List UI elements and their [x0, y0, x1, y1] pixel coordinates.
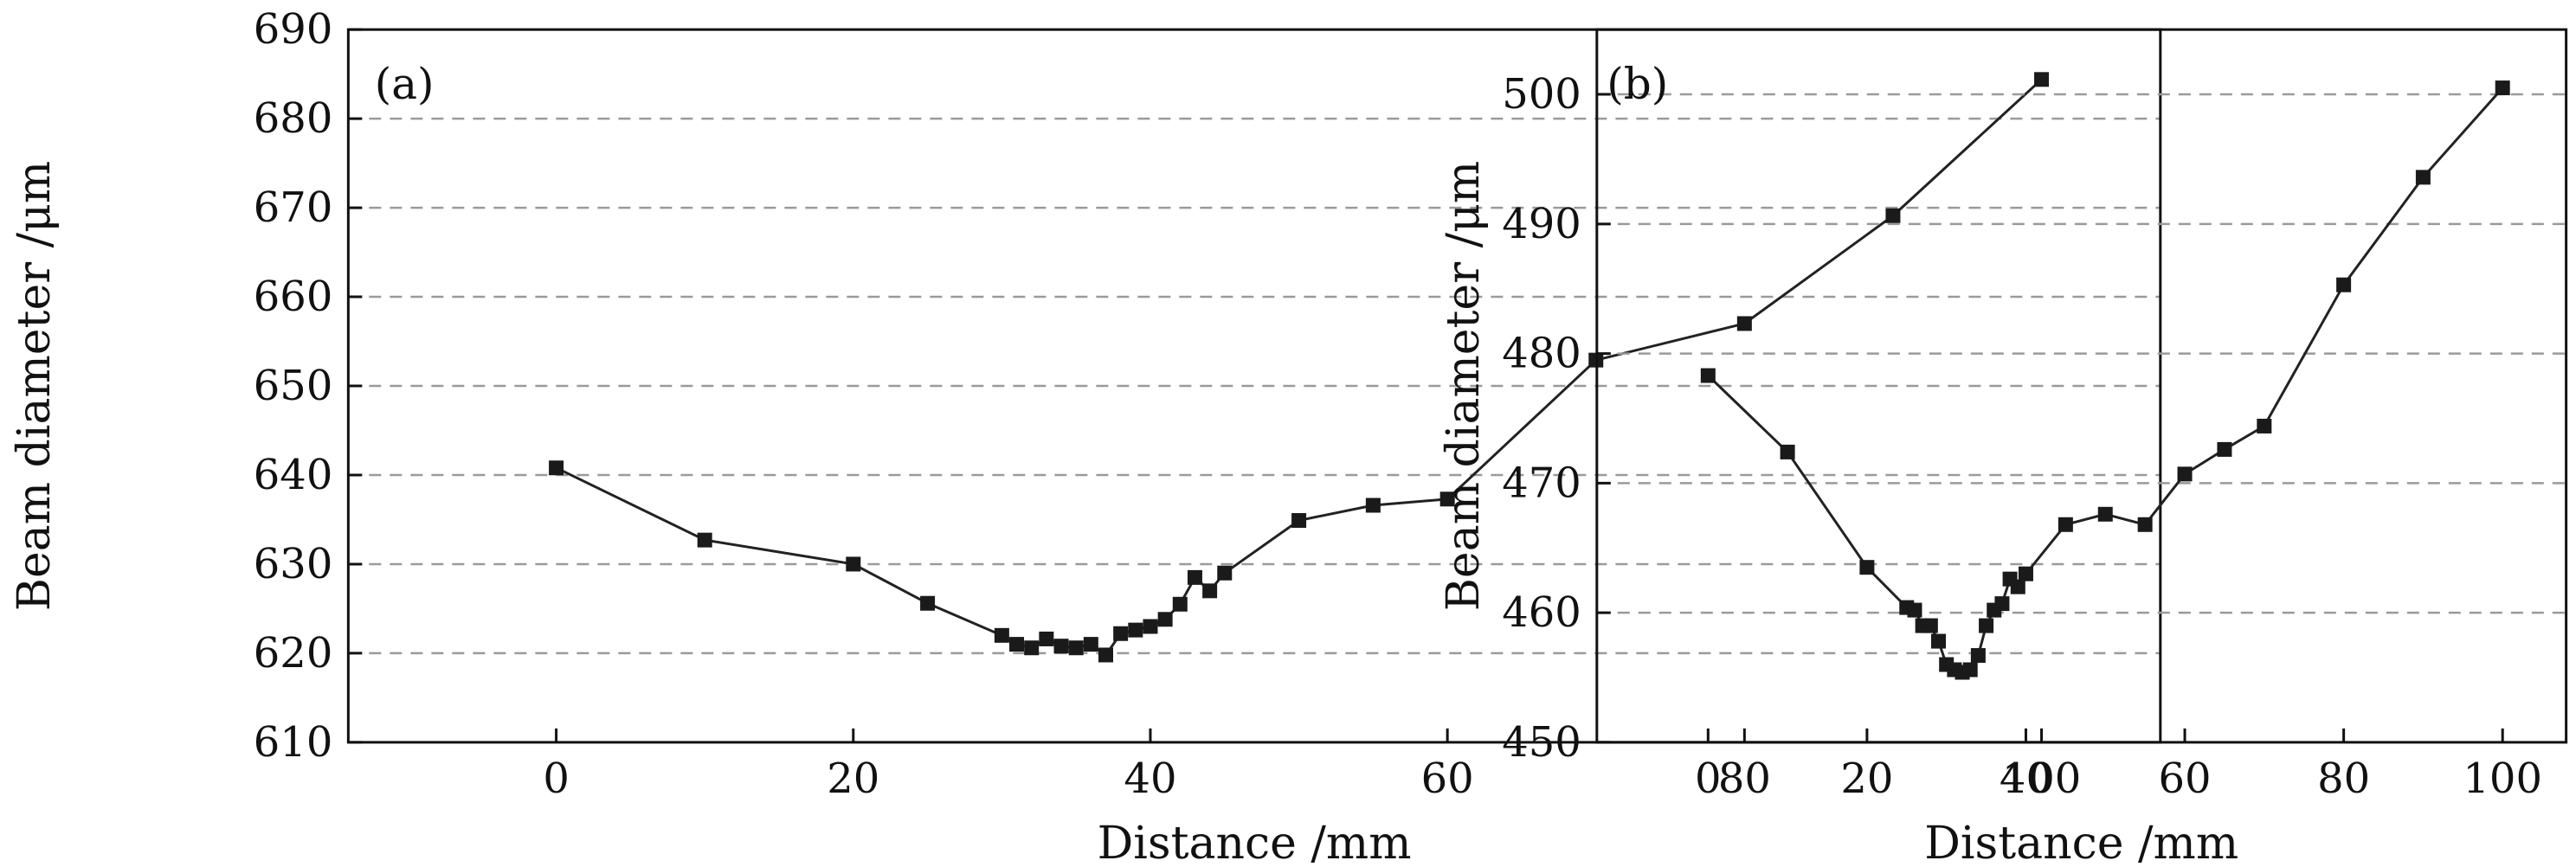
series-markers: [549, 72, 2050, 663]
y-axis-title: Beam diameter /μm: [1438, 161, 1490, 612]
x-tick-label: 80: [1718, 755, 1771, 803]
data-point: [920, 595, 936, 611]
data-point: [1083, 637, 1098, 652]
data-point: [2034, 72, 2050, 87]
data-point: [2217, 441, 2232, 457]
x-tick-label: 100: [2463, 755, 2542, 803]
x-tick-label: 40: [2000, 755, 2052, 803]
y-tick-label: 480: [1502, 330, 1581, 378]
panel-label: (b): [1607, 59, 1668, 109]
y-tick-label: 690: [254, 5, 333, 54]
data-point: [1962, 662, 1978, 678]
data-point: [2097, 506, 2113, 522]
data-point: [1157, 612, 1173, 627]
x-tick-label: 20: [827, 755, 879, 803]
data-point: [994, 627, 1009, 643]
data-point: [2137, 517, 2153, 532]
x-tick-label: 80: [2317, 755, 2370, 803]
y-tick-labels: 610 620 630 640 650 660 670 680 690: [254, 5, 333, 767]
data-point: [1736, 316, 1752, 331]
data-point: [1098, 647, 1113, 663]
data-point: [549, 460, 564, 476]
data-point: [1128, 622, 1143, 638]
y-tick-label: 620: [254, 629, 333, 678]
data-point: [1009, 637, 1025, 652]
x-axis-title: Distance /mm: [1098, 818, 1412, 867]
data-point: [1143, 619, 1158, 634]
data-point: [1113, 626, 1129, 641]
x-tick-labels: 0 20 40 60 80 100: [1695, 755, 2542, 803]
y-tick-label: 670: [254, 183, 333, 232]
data-point: [2177, 466, 2193, 482]
grid-lines: [1596, 93, 2566, 614]
x-tick-labels: 0 20 40 60 80 100: [543, 755, 2081, 803]
x-tick-label: 20: [1840, 755, 1893, 803]
plot-frame: [1595, 28, 2568, 744]
y-tick-label: 660: [254, 273, 333, 321]
data-point: [1187, 569, 1202, 585]
y-tick-label: 470: [1502, 459, 1581, 507]
series-markers: [1700, 80, 2510, 680]
data-point: [2336, 277, 2352, 292]
x-tick-label: 60: [1421, 755, 1474, 803]
y-axis-title: Beam diameter /μm: [9, 161, 61, 612]
data-point: [1172, 596, 1188, 612]
y-tick-labels: 450 460 470 480 490 500: [1502, 70, 1581, 767]
data-point: [1922, 618, 1938, 633]
data-point: [1979, 618, 1994, 633]
data-point: [1907, 602, 1922, 618]
y-tick-label: 500: [1502, 70, 1581, 119]
x-tick-label: 0: [1695, 755, 1722, 803]
x-tick-label: 0: [543, 755, 570, 803]
data-point: [2018, 566, 2033, 581]
data-point: [1291, 512, 1307, 528]
y-tick-label: 490: [1502, 200, 1581, 248]
axis-ticks: [348, 28, 2044, 744]
series-line: [555, 78, 2043, 658]
data-point: [1053, 639, 1069, 654]
x-axis-title: Distance /mm: [1924, 818, 2238, 867]
chart-panel-b: 450 460 470 480 490 500 0 20 40 60 80 100 (b) Dist…: [1438, 28, 2568, 867]
data-point: [1217, 565, 1233, 581]
x-tick-label: 40: [1124, 755, 1176, 803]
data-point: [1365, 498, 1381, 513]
data-point: [1024, 640, 1040, 656]
data-point: [2010, 579, 2025, 594]
data-point: [1700, 368, 1716, 383]
data-point: [1859, 560, 1875, 575]
axis-ticks: [1596, 93, 2504, 744]
x-tick-label: 100: [2002, 755, 2082, 803]
data-point: [1439, 491, 1455, 507]
data-point: [1068, 640, 1084, 656]
y-tick-label: 650: [254, 362, 333, 410]
data-point: [846, 556, 861, 572]
series-line: [1707, 87, 2504, 674]
data-point: [697, 532, 712, 548]
y-tick-label: 460: [1502, 588, 1581, 637]
grid-lines: [348, 117, 2161, 655]
x-tick-label: 60: [2158, 755, 2211, 803]
data-point: [1970, 648, 1986, 664]
panel-label: (a): [375, 59, 435, 109]
y-tick-label: 610: [254, 718, 333, 767]
data-point: [2058, 517, 2073, 532]
data-point: [2415, 170, 2431, 185]
y-tick-label: 680: [254, 94, 333, 143]
data-point: [1039, 631, 1054, 646]
data-point: [2257, 418, 2272, 434]
data-point: [1780, 444, 1795, 459]
data-point: [1202, 583, 1218, 599]
data-point: [2495, 80, 2510, 96]
chart-panel-a: 610 620 630 640 650 660 670 680 690 0 20 40 60 80 100…: [9, 5, 2162, 867]
data-point: [1885, 208, 1901, 223]
data-point: [1930, 633, 1946, 649]
y-tick-label: 630: [254, 540, 333, 588]
y-tick-label: 450: [1502, 718, 1581, 767]
y-tick-label: 640: [254, 451, 333, 499]
data-point: [1994, 596, 2010, 612]
